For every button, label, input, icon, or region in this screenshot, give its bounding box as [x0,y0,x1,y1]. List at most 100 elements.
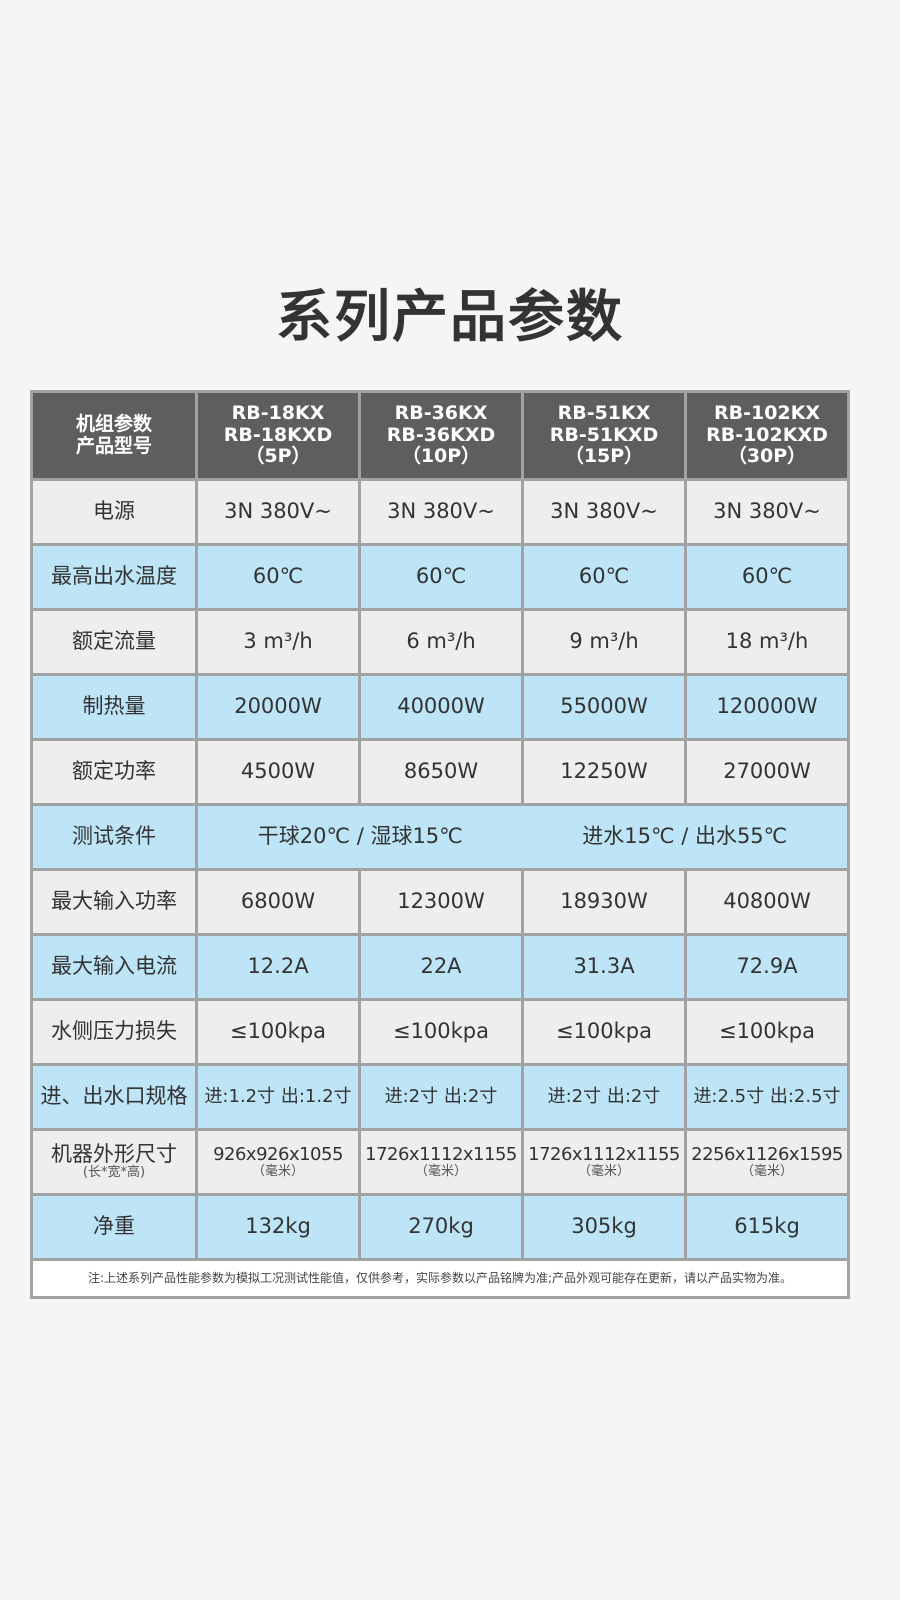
row-value: 18 m³/h [687,611,847,673]
row-value: 1726x1112x1155 （毫米） [361,1131,521,1193]
row-value: ≤100kpa [361,1001,521,1063]
dimension-sublabel: (长*宽*高) [82,1165,146,1181]
row-value: 60℃ [198,546,358,608]
dimension-value: 1726x1112x1155 [528,1143,680,1165]
row-value: 3N 380V~ [198,481,358,543]
value-text: 进:2寸 出:2寸 [384,1086,498,1108]
model-name-line: RB-51KXD [549,423,659,446]
header-label-line2: 产品型号 [75,434,152,457]
model-name-line: RB-18KX [231,401,325,424]
row-value: ≤100kpa [524,1001,684,1063]
value-text: ≤100kpa [229,1019,327,1044]
model-name-line: （15P） [564,445,644,468]
row-value: 12.2A [198,936,358,998]
row-label: 水侧压力损失 [33,1001,195,1063]
header-model-cell: RB-51KX RB-51KXD （15P） [524,393,684,478]
value-text: 72.9A [736,954,798,979]
test-condition-1: 干球20℃ / 湿球15℃ [257,824,463,849]
model-name-line: RB-18KXD [223,423,333,446]
header-model-cell: RB-36KX RB-36KXD （10P） [361,393,521,478]
row-value: 60℃ [524,546,684,608]
header-model-cell: RB-102KX RB-102KXD （30P） [687,393,847,478]
dimension-value: 926x926x1055 [213,1143,343,1165]
row-value: 进:2寸 出:2寸 [361,1066,521,1128]
row-label: 制热量 [33,676,195,738]
dimension-unit: （毫米） [740,1163,793,1179]
row-value: 120000W [687,676,847,738]
value-text: ≤100kpa [555,1019,653,1044]
row-value: 55000W [524,676,684,738]
row-value: 3N 380V~ [687,481,847,543]
value-text: ≤100kpa [392,1019,490,1044]
dimension-unit: （毫米） [251,1163,304,1179]
dimension-value: 2256x1126x1595 [691,1143,843,1165]
row-value: 12300W [361,871,521,933]
row-value: 3 m³/h [198,611,358,673]
row-value: 12250W [524,741,684,803]
value-text: ≤100kpa [718,1019,816,1044]
row-value: 27000W [687,741,847,803]
row-label: 进、出水口规格 [33,1066,195,1128]
value-text: 6800W [240,889,316,914]
row-value: 60℃ [361,546,521,608]
value-text: 40800W [723,889,811,914]
row-value: 40800W [687,871,847,933]
model-name-line: RB-102KXD [706,423,828,446]
row-label: 测试条件 [33,806,195,868]
row-value: 72.9A [687,936,847,998]
row-value: 926x926x1055 （毫米） [198,1131,358,1193]
row-value: 305kg [524,1196,684,1258]
row-value: 20000W [198,676,358,738]
value-text: 进:2.5寸 出:2.5寸 [693,1086,841,1108]
row-label-dimensions: 机器外形尺寸 (长*宽*高) [33,1131,195,1193]
value-text: 31.3A [573,954,635,979]
row-value: ≤100kpa [198,1001,358,1063]
value-text: 12300W [397,889,485,914]
row-value: 1726x1112x1155 （毫米） [524,1131,684,1193]
model-name-line: RB-36KX [394,401,488,424]
row-label: 最大输入功率 [33,871,195,933]
row-value: 615kg [687,1196,847,1258]
row-value: 40000W [361,676,521,738]
row-value: 9 m³/h [524,611,684,673]
test-condition-2: 进水15℃ / 出水55℃ [582,824,788,849]
row-value: 22A [361,936,521,998]
dimension-value: 1726x1112x1155 [365,1143,517,1165]
model-name-line: （30P） [727,445,807,468]
row-value: 进:2寸 出:2寸 [524,1066,684,1128]
row-value: 6800W [198,871,358,933]
row-value: 进:1.2寸 出:1.2寸 [198,1066,358,1128]
row-value: 2256x1126x1595 （毫米） [687,1131,847,1193]
row-label: 最大输入电流 [33,936,195,998]
header-model-cell: RB-18KX RB-18KXD （5P） [198,393,358,478]
model-name-line: RB-102KX [713,401,821,424]
model-name-line: （5P） [245,445,311,468]
model-name-line: RB-36KXD [386,423,496,446]
row-value: 8650W [361,741,521,803]
value-text: 12.2A [247,954,309,979]
row-value: 3N 380V~ [524,481,684,543]
row-label: 额定功率 [33,741,195,803]
spec-table: 机组参数 产品型号 RB-18KX RB-18KXD （5P） RB-36KX RB-3… [30,390,850,1299]
dimension-unit: （毫米） [577,1163,630,1179]
row-label: 最高出水温度 [33,546,195,608]
header-label-cell: 机组参数 产品型号 [33,393,195,478]
model-name-line: （10P） [401,445,481,468]
header-label-line1: 机组参数 [75,412,152,435]
row-value: 132kg [198,1196,358,1258]
value-text: 进:2寸 出:2寸 [547,1086,661,1108]
row-value: 6 m³/h [361,611,521,673]
row-value: ≤100kpa [687,1001,847,1063]
row-value: 31.3A [524,936,684,998]
test-conditions-cell: 干球20℃ / 湿球15℃ 进水15℃ / 出水55℃ [198,806,847,868]
row-value: 270kg [361,1196,521,1258]
row-value: 18930W [524,871,684,933]
page-title: 系列产品参数 [276,285,624,350]
dimension-label: 机器外形尺寸 [51,1142,177,1167]
row-value: 60℃ [687,546,847,608]
row-value: 进:2.5寸 出:2.5寸 [687,1066,847,1128]
footnote: 注:上述系列产品性能参数为模拟工况测试性能值，仅供参考，实际参数以产品铭牌为准;… [33,1261,847,1296]
value-text: 18930W [560,889,648,914]
row-label: 净重 [33,1196,195,1258]
dimension-unit: （毫米） [414,1163,467,1179]
